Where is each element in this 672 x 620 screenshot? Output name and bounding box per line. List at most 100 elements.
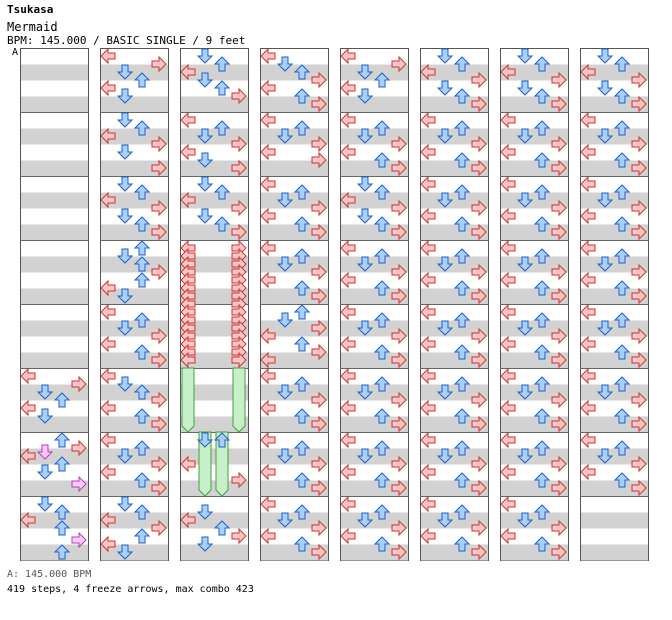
- left-arrow-icon: [100, 303, 116, 321]
- left-arrow-icon: [580, 399, 596, 417]
- up-arrow-icon: [213, 80, 231, 96]
- right-arrow-icon: [311, 543, 327, 561]
- right-arrow-icon: [231, 159, 247, 177]
- beat-band: [21, 512, 88, 529]
- beat-band: [421, 544, 488, 561]
- up-arrow-icon: [53, 392, 71, 408]
- right-arrow-icon: [71, 531, 87, 549]
- down-arrow-icon: [276, 512, 294, 528]
- left-arrow-icon: [100, 399, 116, 417]
- up-arrow-icon: [533, 536, 551, 552]
- up-arrow-icon: [373, 408, 391, 424]
- right-arrow-icon: [151, 519, 167, 537]
- song-title: Mermaid: [7, 20, 58, 34]
- down-arrow-icon: [196, 432, 214, 448]
- up-arrow-icon: [613, 216, 631, 232]
- right-arrow-icon: [471, 199, 487, 217]
- right-arrow-icon: [151, 327, 167, 345]
- chart-column: [260, 47, 329, 561]
- down-arrow-icon: [276, 56, 294, 72]
- down-arrow-icon: [276, 384, 294, 400]
- down-arrow-icon: [196, 72, 214, 88]
- beat-band: [421, 224, 488, 241]
- down-arrow-icon: [116, 320, 134, 336]
- beat-band: [181, 352, 248, 369]
- right-arrow-icon: [391, 479, 407, 497]
- beat-band: [501, 288, 568, 305]
- left-arrow-icon: [20, 367, 36, 385]
- down-arrow-icon: [436, 256, 454, 272]
- left-arrow-icon: [340, 111, 356, 129]
- right-arrow-icon: [311, 151, 327, 169]
- up-arrow-icon: [373, 536, 391, 552]
- up-arrow-icon: [533, 184, 551, 200]
- bpm-marker-label: A: [12, 47, 19, 58]
- left-arrow-icon: [580, 431, 596, 449]
- freeze-arrow: [198, 431, 212, 497]
- left-arrow-icon: [500, 271, 516, 289]
- beat-band: [261, 416, 328, 433]
- beat-band: [181, 160, 248, 177]
- beat-band: [501, 320, 568, 337]
- left-arrow-icon: [340, 495, 356, 513]
- beat-band: [421, 160, 488, 177]
- up-arrow-icon: [613, 376, 631, 392]
- up-arrow-icon: [453, 120, 471, 136]
- beat-band: [581, 352, 648, 369]
- left-arrow-icon: [500, 335, 516, 353]
- left-arrow-icon: [260, 495, 276, 513]
- right-arrow-icon: [631, 391, 647, 409]
- beat-band: [421, 64, 488, 81]
- up-arrow-icon: [293, 536, 311, 552]
- beat-band: [181, 384, 248, 401]
- left-arrow-icon: [500, 303, 516, 321]
- right-arrow-icon: [471, 543, 487, 561]
- up-arrow-icon: [453, 376, 471, 392]
- up-arrow-icon: [533, 216, 551, 232]
- beat-band: [181, 256, 248, 273]
- up-arrow-icon: [373, 312, 391, 328]
- down-arrow-icon: [276, 448, 294, 464]
- beat-band: [501, 256, 568, 273]
- up-arrow-icon: [453, 472, 471, 488]
- beat-band: [181, 128, 248, 145]
- beat-band: [501, 544, 568, 561]
- beat-band: [501, 64, 568, 81]
- left-arrow-icon: [420, 335, 436, 353]
- left-arrow-icon: [420, 431, 436, 449]
- right-arrow-icon: [231, 87, 247, 105]
- right-arrow-icon: [151, 263, 167, 281]
- up-arrow-icon: [293, 440, 311, 456]
- left-arrow-icon: [340, 271, 356, 289]
- up-arrow-icon: [133, 528, 151, 544]
- up-arrow-icon: [53, 504, 71, 520]
- right-arrow-icon: [631, 455, 647, 473]
- beat-band: [101, 416, 168, 433]
- up-arrow-icon: [613, 408, 631, 424]
- chart-column: [500, 48, 569, 561]
- down-arrow-icon: [516, 256, 534, 272]
- beat-band: [181, 96, 248, 113]
- down-arrow-icon: [516, 320, 534, 336]
- right-arrow-icon: [151, 199, 167, 217]
- right-arrow-icon: [551, 287, 567, 305]
- beat-band: [421, 448, 488, 465]
- up-arrow-icon: [453, 56, 471, 72]
- beat-band: [421, 480, 488, 497]
- beat-band: [21, 288, 88, 305]
- up-arrow-icon: [533, 248, 551, 264]
- up-arrow-icon: [453, 88, 471, 104]
- beat-band: [261, 480, 328, 497]
- beat-band: [501, 416, 568, 433]
- left-arrow-icon: [340, 47, 356, 65]
- beat-band: [21, 352, 88, 369]
- left-arrow-icon: [500, 111, 516, 129]
- beat-band: [101, 64, 168, 81]
- up-arrow-icon: [453, 408, 471, 424]
- down-arrow-icon: [356, 208, 374, 224]
- left-arrow-icon: [100, 511, 116, 529]
- right-arrow-icon: [551, 519, 567, 537]
- down-arrow-icon: [596, 48, 614, 64]
- down-arrow-icon: [196, 48, 214, 64]
